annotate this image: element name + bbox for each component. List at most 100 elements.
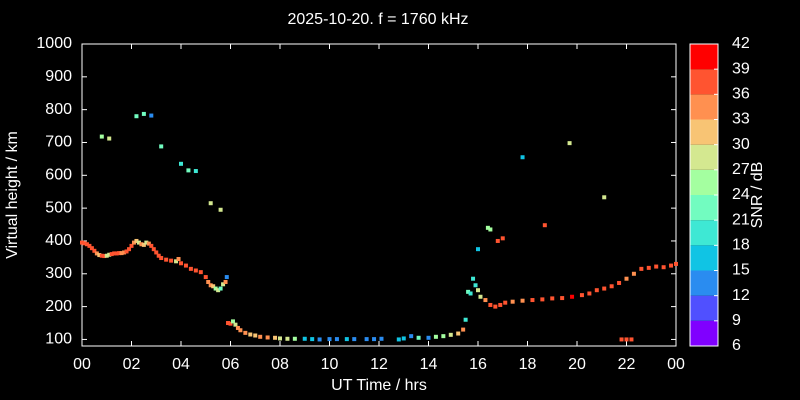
data-point — [188, 266, 193, 271]
data-point — [179, 261, 183, 266]
y-tick-label: 900 — [45, 68, 72, 85]
data-point — [141, 111, 146, 116]
data-point — [235, 325, 240, 330]
data-point — [216, 288, 221, 293]
colorbar-band — [690, 320, 718, 346]
data-point — [208, 201, 213, 206]
data-point — [89, 246, 94, 251]
data-point — [84, 242, 89, 247]
x-tick-label: 20 — [568, 356, 586, 373]
data-point — [104, 253, 109, 258]
colorbar-tick-label: 30 — [732, 136, 750, 153]
data-point — [169, 258, 174, 263]
colorbar-band — [690, 94, 718, 120]
data-point — [396, 337, 401, 342]
colorbar-tick-label: 36 — [732, 86, 750, 103]
data-point — [624, 276, 629, 281]
data-point — [520, 155, 525, 160]
data-point — [211, 284, 216, 289]
data-point — [127, 247, 132, 252]
data-point — [176, 257, 181, 262]
data-point — [495, 238, 500, 243]
data-point — [334, 337, 339, 342]
data-point — [579, 293, 584, 298]
data-point — [372, 337, 377, 342]
data-point — [646, 265, 651, 270]
data-point — [602, 195, 607, 200]
y-tick-label: 700 — [45, 134, 72, 151]
data-point — [488, 302, 493, 307]
data-point — [97, 253, 102, 258]
y-tick-label: 500 — [45, 199, 72, 216]
colorbar-band — [690, 295, 718, 321]
data-point — [542, 223, 547, 228]
x-axis-label: UT Time / hrs — [331, 377, 427, 394]
data-point — [223, 279, 228, 284]
data-point — [609, 284, 614, 289]
x-tick-label: 08 — [271, 356, 289, 373]
colorbar-tick-label: 12 — [732, 287, 750, 304]
y-tick-label: 200 — [45, 298, 72, 315]
data-point — [258, 334, 263, 339]
data-point — [253, 333, 258, 338]
data-point — [483, 298, 488, 303]
data-point — [124, 249, 129, 254]
data-point — [510, 299, 515, 304]
data-point — [466, 289, 471, 294]
data-point — [473, 283, 478, 288]
data-point — [218, 207, 223, 212]
x-tick-label: 16 — [469, 356, 487, 373]
data-point — [520, 298, 525, 303]
data-point — [248, 332, 253, 337]
y-tick-label: 400 — [45, 232, 72, 249]
data-point — [292, 336, 297, 341]
data-point — [327, 337, 332, 342]
y-tick-label: 100 — [45, 331, 72, 348]
data-point — [107, 136, 112, 141]
data-point — [221, 282, 226, 287]
data-point — [498, 302, 503, 307]
data-point — [265, 335, 270, 340]
data-point — [230, 319, 235, 324]
data-point — [468, 291, 473, 296]
data-point — [570, 294, 575, 299]
data-point — [186, 168, 191, 173]
data-point — [134, 114, 139, 119]
colorbar-band — [690, 220, 718, 246]
data-point — [213, 286, 218, 291]
colorbar-tick-label: 33 — [732, 111, 750, 128]
data-point — [560, 296, 565, 301]
x-tick-label: 18 — [519, 356, 537, 373]
chart-title: 2025-10-20. f = 1760 kHz — [287, 11, 468, 28]
data-point — [107, 252, 112, 257]
data-point — [134, 238, 139, 243]
data-point — [302, 336, 307, 341]
data-point — [141, 242, 146, 247]
data-point — [619, 337, 624, 342]
data-point — [401, 336, 406, 341]
data-point — [409, 334, 414, 339]
data-point — [136, 240, 141, 245]
data-point — [364, 337, 369, 342]
data-point — [278, 336, 282, 341]
data-point — [119, 251, 124, 256]
colorbar-band — [690, 245, 718, 271]
x-tick-label: 12 — [370, 356, 388, 373]
colorbar-tick-label: 24 — [732, 186, 750, 203]
data-point — [503, 300, 508, 305]
data-point — [206, 279, 211, 284]
data-point — [99, 134, 104, 139]
data-point — [285, 336, 290, 341]
data-point — [218, 286, 223, 291]
data-point — [149, 113, 154, 118]
x-tick-label: 02 — [123, 356, 141, 373]
data-point — [224, 275, 229, 280]
data-point — [80, 240, 84, 245]
x-tick-label: 14 — [420, 356, 438, 373]
data-point — [273, 335, 278, 340]
data-point — [129, 243, 134, 248]
x-tick-label: 04 — [172, 356, 190, 373]
data-point — [461, 327, 466, 332]
colorbar-tick-label: 6 — [732, 337, 741, 354]
x-tick-label: 06 — [222, 356, 240, 373]
